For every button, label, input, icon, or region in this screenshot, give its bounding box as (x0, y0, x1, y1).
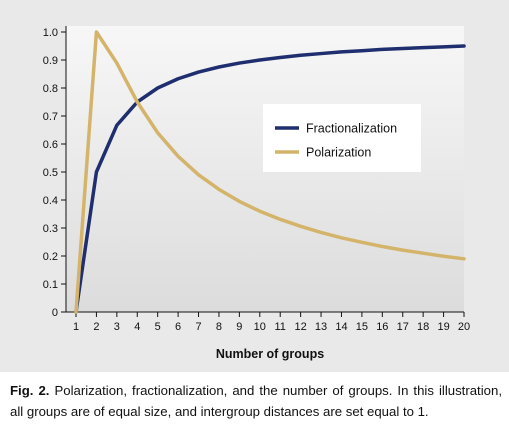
x-tick-label: 2 (93, 321, 99, 333)
x-tick-label: 7 (195, 321, 201, 333)
x-tick-label: 14 (335, 321, 347, 333)
y-tick-label: 0.3 (43, 223, 58, 235)
figure-caption: Fig. 2. Polarization, fractionalization,… (10, 380, 502, 422)
y-tick-label: 0 (52, 307, 58, 319)
x-tick-label: 15 (356, 321, 368, 333)
caption-label: Fig. 2. (10, 383, 50, 398)
legend-box (263, 104, 421, 172)
x-tick-label: 6 (175, 321, 181, 333)
legend: Fractionalization Polarization (263, 104, 421, 172)
line-chart: 00.10.20.30.40.50.60.70.80.91.01 2 3 4 5 6 7 8 9… (43, 26, 470, 361)
x-tick-label: 18 (417, 321, 429, 333)
y-tick-label: 0.4 (43, 195, 58, 207)
x-tick-label: 5 (155, 321, 161, 333)
x-tick-label: 13 (315, 321, 327, 333)
x-tick-label: 20 (458, 321, 470, 333)
axes: 00.10.20.30.40.50.60.70.80.91.01 2 3 4 5 6 7 8 9… (43, 26, 470, 333)
x-tick-label: 11 (274, 321, 285, 333)
x-tick-label: 8 (216, 321, 222, 333)
y-tick-label: 0.7 (43, 111, 58, 123)
x-tick-label: 4 (134, 321, 140, 333)
y-tick-label: 0.5 (43, 167, 58, 179)
x-tick-label: 9 (236, 321, 242, 333)
x-tick-label: 1 (73, 321, 79, 333)
caption-text: Polarization, fractionalization, and the… (10, 383, 502, 419)
y-tick-label: 0.6 (43, 139, 58, 151)
x-tick-label: 10 (254, 321, 266, 333)
x-tick-label: 16 (376, 321, 388, 333)
x-tick-label: 3 (114, 321, 120, 333)
legend-label-fractionalization: Fractionalization (306, 122, 397, 136)
x-tick-label: 17 (397, 321, 409, 333)
figure-panel: 0 0.1 0.2 0.3 0.4 0.5 0.6 0.7 0.8 0.9 1.0 1 2 3 4 5 6 7 8 9… (0, 0, 509, 372)
legend-label-polarization: Polarization (306, 146, 371, 160)
y-tick-label: 0.2 (43, 251, 58, 263)
x-axis-title: Number of groups (216, 347, 324, 361)
y-tick-label: 0.1 (43, 279, 58, 291)
y-tick-label: 0.8 (43, 83, 58, 95)
polarization-line (74, 30, 466, 314)
fractionalization-line (74, 44, 466, 314)
x-tick-label: 19 (437, 321, 449, 333)
x-tick-label: 12 (295, 321, 307, 333)
y-tick-label: 0.9 (43, 55, 58, 67)
y-tick-label: 1.0 (43, 27, 58, 39)
series-layer (74, 30, 466, 314)
